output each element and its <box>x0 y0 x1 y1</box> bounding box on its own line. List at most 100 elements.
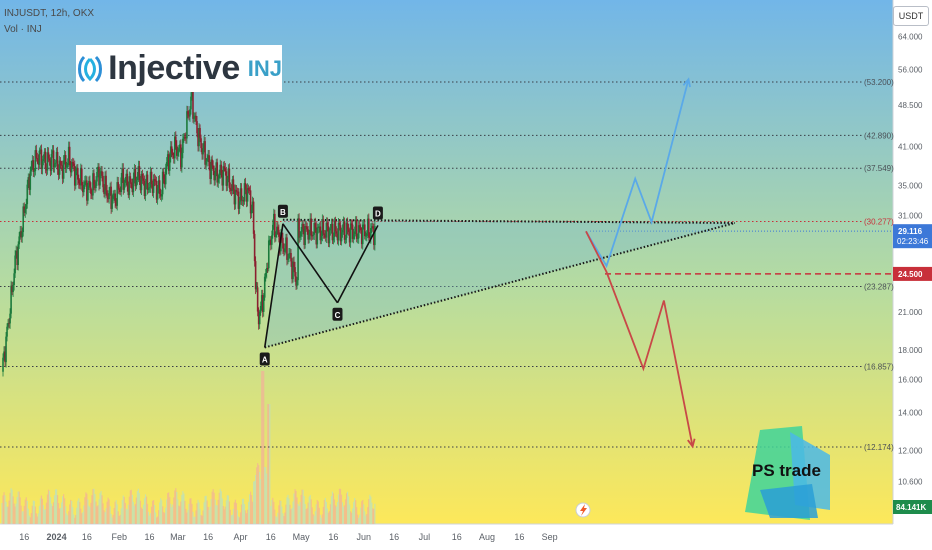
volume-bar <box>4 495 6 524</box>
volume-bar <box>33 500 35 524</box>
volume-bar <box>204 496 206 524</box>
candle-body <box>49 160 52 171</box>
lightning-icon[interactable] <box>575 502 591 518</box>
candle-body <box>70 162 73 173</box>
candle-body <box>323 233 326 235</box>
candle-body <box>54 162 57 164</box>
candle-body <box>299 236 301 238</box>
pattern-points: A B C D <box>259 204 383 366</box>
candle-body <box>249 190 252 214</box>
price-tick-label: 14.000 <box>898 408 923 417</box>
volume-bar <box>174 490 176 524</box>
volume-bar <box>45 502 48 524</box>
candle-body <box>48 158 51 161</box>
candle-body <box>24 208 27 213</box>
candle-body <box>157 180 160 188</box>
volume-bar <box>44 508 47 524</box>
volume-bar <box>274 509 276 524</box>
volume-bar <box>166 499 168 524</box>
candle-body <box>153 179 156 181</box>
volume-bar <box>340 494 343 524</box>
volume-bar <box>342 506 345 524</box>
volume-bar <box>289 504 291 524</box>
time-tick-label: 16 <box>452 532 462 542</box>
volume-bar <box>370 496 372 524</box>
volume-bar <box>99 493 101 524</box>
candle-body <box>247 187 250 191</box>
volume-bar <box>188 503 190 524</box>
candle-body <box>304 226 306 245</box>
candle-body <box>10 285 12 314</box>
candle-body <box>107 197 109 200</box>
volume-bar <box>129 490 131 524</box>
volume-bar <box>344 499 347 524</box>
volume-bar <box>9 492 11 524</box>
volume-bar <box>265 467 267 524</box>
pattern-point-badge <box>277 204 288 218</box>
candle-body <box>373 228 375 246</box>
candle-body <box>6 326 8 337</box>
candle-body <box>126 173 129 187</box>
candle-body <box>296 280 298 286</box>
volume-bar <box>171 507 173 524</box>
volume-bar <box>231 514 233 524</box>
currency-unit-button[interactable]: USDT <box>893 6 929 26</box>
candle-body <box>344 237 347 240</box>
candle-body <box>109 186 111 191</box>
volume-bar <box>196 503 198 524</box>
volume-bar <box>207 506 209 524</box>
candle-body <box>28 177 31 190</box>
candle-body <box>155 180 158 200</box>
candle-body <box>166 154 169 163</box>
candle-body <box>124 180 127 183</box>
volume-bar <box>332 493 335 524</box>
candle-body <box>152 179 155 193</box>
candle-body <box>355 219 358 239</box>
candle-body <box>62 160 65 179</box>
candle-body <box>195 115 197 122</box>
volume-bar <box>128 496 130 524</box>
volume-bar <box>158 510 160 524</box>
volume-bar <box>146 503 149 524</box>
candle-body <box>316 228 319 245</box>
volume-bar <box>271 499 273 524</box>
volume-bar <box>297 503 299 524</box>
candle-body <box>147 187 150 190</box>
volume-bar <box>202 510 204 524</box>
volume-bar <box>304 504 306 524</box>
volume-bar <box>78 498 80 524</box>
volume-bar <box>88 505 90 524</box>
candle-body <box>88 180 90 186</box>
volume-bar <box>180 501 182 524</box>
candle-body <box>84 181 86 185</box>
candle-body <box>38 150 41 165</box>
candle-body <box>20 231 22 238</box>
candle-body <box>186 111 188 139</box>
volume-bar <box>7 506 9 524</box>
volume-bar <box>160 498 162 524</box>
pattern-point-label: C <box>335 311 341 320</box>
candle-body <box>351 224 354 239</box>
volume-bar <box>108 499 110 524</box>
current-price-label: 29.116 <box>898 227 923 236</box>
candle-body <box>176 145 178 156</box>
candle-body <box>293 261 295 268</box>
symbol-line[interactable]: INJUSDT, 12h, OKX <box>4 8 95 19</box>
candle-body <box>115 202 117 206</box>
volume-bar <box>319 514 321 524</box>
candle-body <box>97 166 99 172</box>
price-level-label: (42.890) <box>864 131 894 140</box>
candle-body <box>309 218 312 235</box>
volume-bar <box>130 489 132 524</box>
volume-bar <box>133 505 135 524</box>
volume-bar <box>165 507 167 524</box>
volume-bar <box>244 510 247 524</box>
volume-bar <box>85 492 87 524</box>
candle-body <box>256 287 259 312</box>
volume-bar <box>144 494 147 524</box>
brand-logo: Injective INJ <box>76 45 282 92</box>
candle-body <box>110 186 112 209</box>
volume-bar <box>348 496 350 524</box>
